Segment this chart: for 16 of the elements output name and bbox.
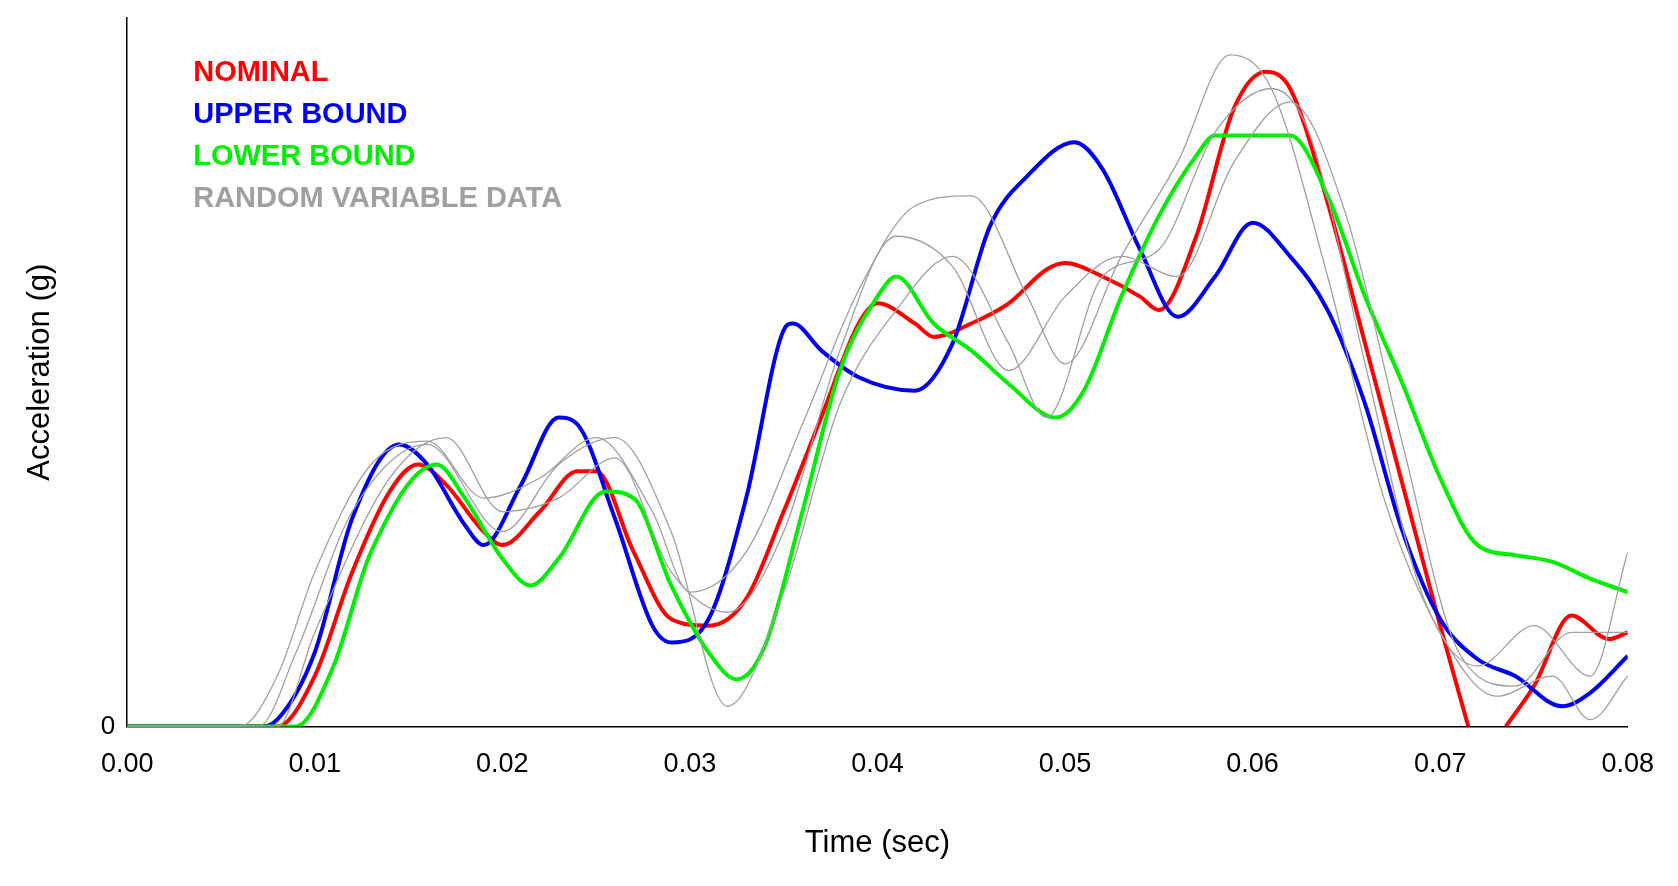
- text: NOMINAL: [193, 55, 329, 87]
- y-axis-title: Acceleration (g): [21, 263, 57, 481]
- x-tick-label: 0.06: [1226, 748, 1279, 779]
- x-tick-label: 0.03: [663, 748, 717, 779]
- x-tick-label: 0.00: [100, 748, 154, 779]
- text: 0: [100, 709, 116, 740]
- x-tick-label: 0.07: [1413, 748, 1467, 779]
- x-tick-label: 0.04: [851, 748, 904, 779]
- text: LOWER BOUND: [193, 139, 416, 171]
- x-tick-label: 0.08: [1601, 748, 1655, 779]
- x-axis-title: Time (sec): [804, 823, 951, 859]
- x-tick-label: 0.01: [288, 748, 342, 779]
- text: UPPER BOUND: [193, 97, 408, 129]
- text: RANDOM VARIABLE DATA: [193, 181, 563, 213]
- x-tick-label: 0.02: [476, 748, 529, 779]
- x-tick-label: 0.05: [1038, 748, 1092, 779]
